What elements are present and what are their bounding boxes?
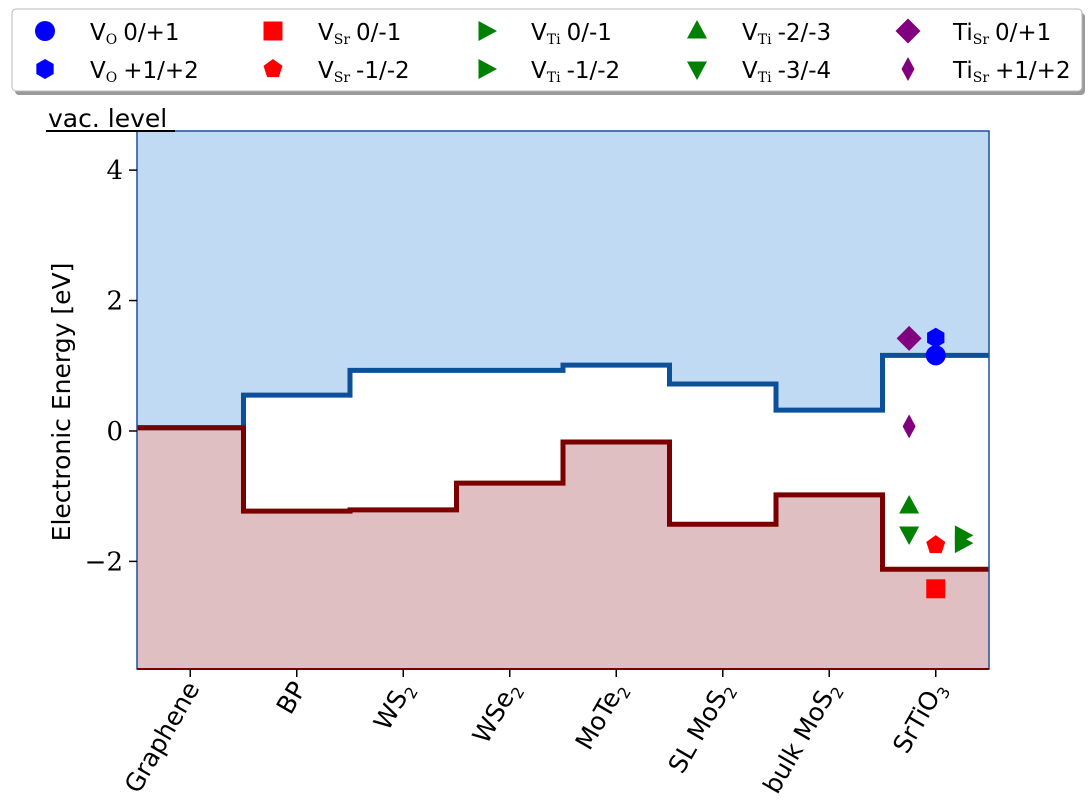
valence-band-edge-line (137, 425, 989, 572)
legend-marker (901, 57, 915, 81)
x-tick-label: WS2 (368, 677, 422, 737)
marker-v-ti-2-3 (899, 494, 920, 514)
legend-label: VSr -1/-2 (318, 58, 410, 86)
x-axis: Graphene BP WS2 WSe2 MoTe2 SL MoS2 bulk MoS2 Sr… (119, 669, 954, 800)
x-tick-label: SL MoS2 (662, 677, 741, 781)
legend-marker (895, 18, 921, 44)
legend-marker (35, 21, 55, 41)
marker-v-o-0-1 (925, 345, 946, 366)
legend-label: VTi -3/-4 (742, 58, 831, 86)
y-tick-label: −2 (85, 547, 123, 577)
x-tick-label: BP (271, 677, 312, 719)
legend-label: TiSr 0/+1 (952, 20, 1051, 48)
y-tick-label: 4 (106, 156, 123, 186)
legend-marker (478, 21, 497, 41)
legend-label: TiSr +1/+2 (952, 58, 1071, 86)
vac-level-annotation: vac. level (46, 104, 175, 133)
defect-level-markers (896, 325, 974, 599)
legend-marker (687, 20, 707, 39)
legend-label: VSr 0/-1 (318, 20, 401, 48)
legend-label: VTi 0/-1 (531, 20, 612, 48)
legend-marker (36, 59, 54, 79)
y-axis: −2 0 2 4 (85, 156, 137, 577)
x-tick-label: Graphene (119, 677, 206, 798)
y-axis-label: Electronic Energy [eV] (47, 263, 76, 542)
plot-area: −2 0 2 4 Graphene BP WS2 WSe2 MoTe2 SL MoS2 bulk … (85, 130, 990, 800)
valence-band-region (137, 427, 989, 669)
conduction-band-region (137, 131, 989, 428)
legend-items: VO 0/+1 VO +1/+2 VSr 0/-1 VSr -1/-2 VTi 0/-1 VTi -1… (35, 18, 1071, 86)
marker-v-ti-1-2 (954, 533, 974, 554)
x-tick-label: SrTiO3 (887, 677, 954, 761)
vac-level-label: vac. level (48, 104, 167, 133)
x-tick-label: MoTe2 (570, 677, 635, 757)
legend-label: VO 0/+1 (90, 20, 180, 48)
legend-label: VO +1/+2 (90, 58, 199, 86)
conduction-band-edge-line (137, 352, 989, 431)
legend-marker (263, 59, 283, 78)
y-tick-label: 0 (106, 417, 123, 447)
x-tick-label: bulk MoS2 (757, 677, 848, 800)
y-tick-label: 2 (106, 287, 123, 317)
marker-v-o-1-2 (927, 327, 945, 348)
marker-ti-sr-1-2 (902, 414, 916, 439)
legend-marker (263, 21, 283, 41)
legend-marker (478, 59, 497, 79)
marker-ti-sr-0-1 (896, 325, 922, 351)
legend: VO 0/+1 VO +1/+2 VSr 0/-1 VSr -1/-2 VTi 0/-1 VTi -1… (11, 8, 1085, 95)
marker-v-ti-3-4 (899, 526, 920, 546)
x-tick-label: WSe2 (467, 677, 529, 751)
legend-label: VTi -2/-3 (742, 20, 831, 48)
legend-label: VTi -1/-2 (531, 58, 620, 86)
marker-v-sr-1-2 (926, 535, 946, 554)
marker-v-sr-0-1 (926, 579, 946, 599)
legend-marker (687, 61, 707, 80)
